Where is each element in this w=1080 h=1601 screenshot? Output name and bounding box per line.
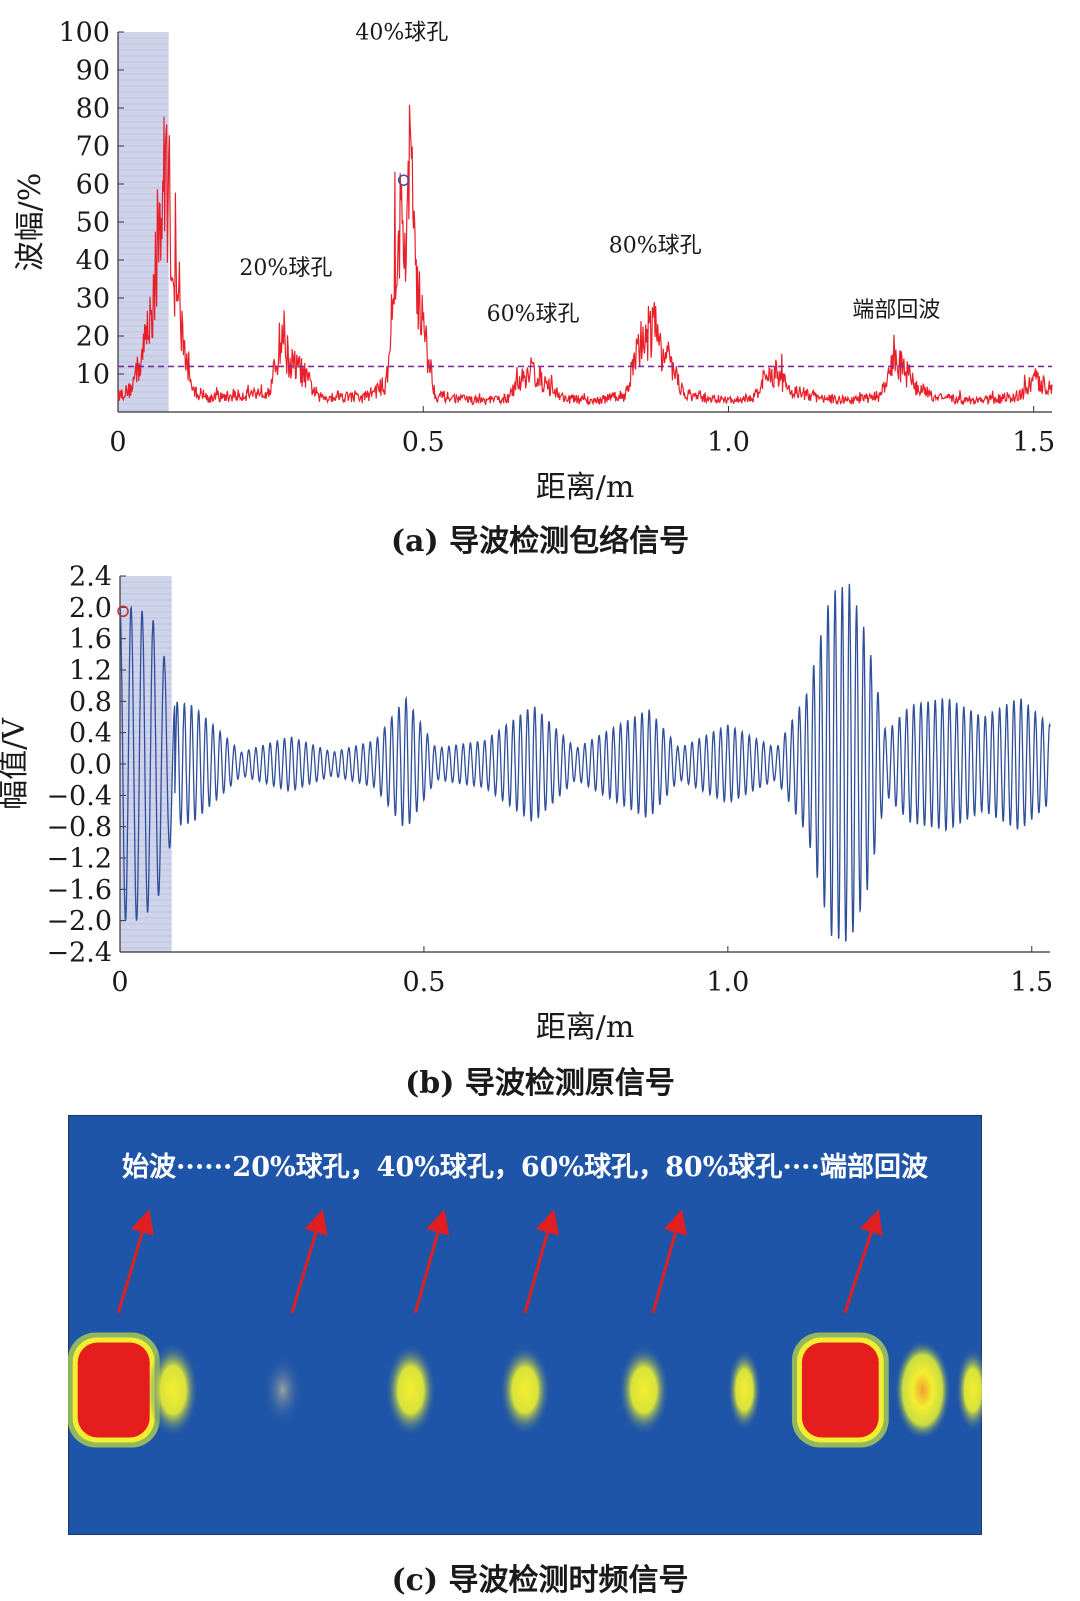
time-frequency-heatmap xyxy=(68,1115,982,1535)
heat-blob xyxy=(147,1342,199,1438)
x-tick-label: 1.0 xyxy=(706,967,749,998)
y-tick-label: 20 xyxy=(76,321,110,352)
heat-blob xyxy=(77,1342,150,1438)
y-tick-label: 1.2 xyxy=(69,655,112,686)
red-arrow xyxy=(290,1209,328,1314)
x-tick-label: 1.5 xyxy=(1010,967,1053,998)
raw-signal-chart: 2.42.01.61.20.80.40.0−0.4−0.8−1.2−1.6−2.… xyxy=(0,561,1053,1045)
peak-annotation: 端部回波 xyxy=(852,298,940,323)
signal-series-line xyxy=(119,583,1051,942)
heatmap-background xyxy=(68,1115,982,1535)
y-tick-label: −0.8 xyxy=(46,812,112,843)
x-axis-label: 距离/m xyxy=(536,470,635,505)
y-tick-label: 30 xyxy=(76,283,110,314)
peak-marker xyxy=(397,174,410,186)
y-tick-label: 0.0 xyxy=(69,749,112,780)
y-tick-label: 90 xyxy=(76,55,110,86)
y-axis-label: 幅值/V xyxy=(0,717,32,810)
red-arrow xyxy=(651,1209,688,1314)
time-frequency-panel: 始波······20%球孔，40%球孔，60%球孔，80%球孔····端部回波 xyxy=(68,1115,982,1535)
y-tick-label: 80 xyxy=(76,93,110,124)
red-arrow xyxy=(843,1209,883,1314)
y-tick-label: −0.4 xyxy=(46,781,112,812)
y-tick-label: 10 xyxy=(76,359,110,390)
y-tick-label: −2.0 xyxy=(46,906,112,937)
envelope-chart: 10 20 30 40 50 60 70 80 90 100 0 0.5 1.0 1.5 距离/m 波幅/% 4… xyxy=(13,17,1055,505)
heat-blob xyxy=(727,1348,762,1432)
start-marker xyxy=(117,605,129,617)
y-tick-label: −2.4 xyxy=(46,937,112,968)
heat-blob xyxy=(955,1347,982,1433)
y-tick-label: 70 xyxy=(76,131,110,162)
y-tick-label: 1.6 xyxy=(69,624,112,655)
red-arrow xyxy=(413,1209,450,1314)
x-tick-label: 0.5 xyxy=(402,427,445,458)
caption-c: (c) 导波检测时频信号 xyxy=(391,1563,689,1598)
peak-annotation: 40%球孔 xyxy=(355,21,448,46)
x-tick-label: 1.0 xyxy=(707,427,750,458)
y-tick-label: 60 xyxy=(76,169,110,200)
envelope-series-line xyxy=(117,104,1053,406)
peak-annotation: 60%球孔 xyxy=(487,302,580,327)
y-tick-label: 0.8 xyxy=(69,687,112,718)
red-arrow xyxy=(116,1209,154,1314)
y-tick-label: 50 xyxy=(76,207,110,238)
peak-annotation: 80%球孔 xyxy=(609,233,702,258)
heat-blob xyxy=(262,1354,303,1426)
y-tick-label: 2.0 xyxy=(69,593,112,624)
red-arrow xyxy=(523,1209,560,1314)
heat-blob xyxy=(801,1342,879,1438)
x-axis-label: 距离/m xyxy=(536,1010,635,1045)
y-axis-label: 波幅/% xyxy=(13,173,48,272)
heat-blob xyxy=(618,1345,670,1435)
y-tick-label: 2.4 xyxy=(69,561,112,592)
heat-blob xyxy=(894,1339,951,1441)
y-tick-label: −1.2 xyxy=(46,843,112,874)
x-tick-label: 0 xyxy=(109,427,126,458)
heat-blob xyxy=(499,1345,551,1435)
caption-b: (b) 导波检测原信号 xyxy=(405,1066,675,1101)
caption-a: (a) 导波检测包络信号 xyxy=(390,524,690,559)
y-tick-label: 0.4 xyxy=(69,718,112,749)
y-tick-label: 40 xyxy=(76,245,110,276)
x-tick-label: 1.5 xyxy=(1012,427,1055,458)
x-tick-label: 0.5 xyxy=(402,967,445,998)
heat-blob xyxy=(385,1343,437,1437)
y-tick-label: 100 xyxy=(58,17,110,48)
heatmap-annotation: 始波······20%球孔，40%球孔，60%球孔，80%球孔····端部回波 xyxy=(122,1152,928,1183)
x-tick-label: 0 xyxy=(111,967,128,998)
y-tick-label: −1.6 xyxy=(46,875,112,906)
peak-annotation: 20%球孔 xyxy=(239,256,332,281)
